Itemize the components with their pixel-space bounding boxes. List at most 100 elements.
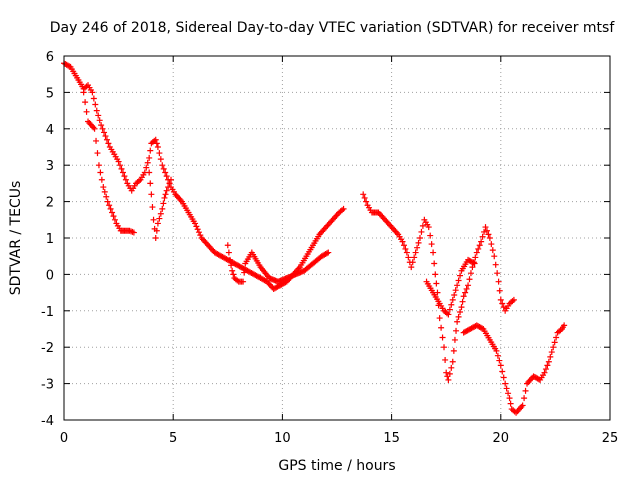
- data-point: [105, 140, 112, 147]
- data-point: [450, 347, 457, 354]
- data-point: [499, 368, 506, 375]
- data-point: [115, 158, 122, 165]
- grid-lines: [64, 56, 610, 420]
- data-point: [99, 125, 106, 132]
- data-point: [150, 216, 157, 223]
- series-trace-2: [80, 89, 137, 236]
- data-point: [103, 136, 110, 143]
- data-point: [153, 227, 160, 234]
- data-point: [418, 228, 425, 235]
- data-point: [448, 301, 455, 308]
- data-point: [89, 89, 96, 96]
- data-point: [149, 204, 156, 211]
- data-point: [457, 309, 464, 316]
- data-point: [499, 300, 506, 307]
- data-point: [409, 259, 416, 266]
- data-point: [479, 233, 486, 240]
- data-point: [197, 232, 204, 239]
- x-tick-label: 20: [493, 431, 510, 446]
- data-point: [96, 117, 103, 124]
- data-point: [547, 353, 554, 360]
- data-point: [544, 362, 551, 369]
- data-point: [481, 228, 488, 235]
- data-point: [473, 249, 480, 256]
- data-point: [144, 159, 151, 166]
- data-point: [101, 188, 108, 195]
- data-point: [467, 270, 474, 277]
- data-point: [545, 358, 552, 365]
- data-point: [494, 270, 501, 277]
- data-point: [478, 238, 485, 245]
- data-point: [416, 235, 423, 241]
- data-point: [452, 287, 459, 294]
- data-point: [152, 235, 159, 241]
- data-point: [505, 390, 512, 397]
- data-point: [104, 198, 111, 205]
- x-tick-label: 0: [60, 431, 68, 446]
- data-point: [411, 254, 418, 261]
- data-point: [495, 278, 502, 285]
- data-point: [445, 376, 452, 383]
- data-point: [489, 247, 496, 254]
- data-point: [83, 108, 90, 115]
- data-point: [156, 215, 163, 222]
- data-point: [441, 344, 448, 351]
- data-point: [340, 205, 347, 212]
- data-point: [483, 227, 490, 234]
- data-point: [465, 282, 472, 289]
- data-point: [147, 147, 154, 154]
- data-point: [433, 280, 440, 287]
- series-trace-3: [146, 169, 175, 241]
- data-point: [485, 231, 492, 238]
- data-point: [415, 239, 422, 246]
- data-point: [110, 213, 117, 220]
- data-point: [95, 162, 102, 169]
- data-point: [109, 209, 116, 216]
- data-point: [157, 156, 164, 163]
- data-point: [107, 205, 114, 212]
- data-point: [522, 387, 529, 394]
- data-point: [103, 193, 110, 200]
- y-tick-label: 4: [46, 123, 54, 138]
- data-point: [228, 262, 235, 269]
- data-point: [95, 112, 102, 119]
- data-point: [496, 357, 503, 364]
- data-point: [240, 278, 247, 285]
- data-point: [446, 306, 453, 313]
- y-tick-label: 2: [46, 196, 54, 211]
- x-tick-label: 10: [274, 431, 291, 446]
- data-point: [146, 154, 153, 161]
- x-tick-label: 15: [383, 431, 400, 446]
- data-point: [143, 164, 150, 171]
- data-point: [224, 242, 231, 249]
- data-point: [463, 285, 470, 292]
- data-point: [66, 63, 73, 70]
- y-axis-label: SDTVAR / TECUs: [8, 181, 24, 296]
- data-point: [154, 144, 161, 150]
- data-point: [500, 374, 507, 381]
- plot-frame: [63, 55, 611, 421]
- data-point: [159, 205, 166, 212]
- data-point: [486, 235, 493, 241]
- data-point: [156, 150, 163, 157]
- data-point: [519, 402, 526, 409]
- data-point: [146, 169, 153, 176]
- data-point: [466, 276, 473, 283]
- data-point: [192, 220, 199, 227]
- data-point: [229, 267, 236, 274]
- data-point: [159, 162, 166, 169]
- data-point: [453, 327, 460, 334]
- data-point: [471, 260, 478, 267]
- data-point: [482, 224, 489, 231]
- data-point: [448, 364, 455, 371]
- data-point: [363, 198, 370, 205]
- data-point: [157, 210, 164, 217]
- data-point: [550, 344, 557, 351]
- data-point: [492, 261, 499, 268]
- data-point: [399, 238, 406, 245]
- data-point: [160, 165, 167, 172]
- data-point: [93, 137, 100, 144]
- data-point: [161, 194, 168, 201]
- data-point: [493, 347, 500, 354]
- data-point: [412, 249, 419, 256]
